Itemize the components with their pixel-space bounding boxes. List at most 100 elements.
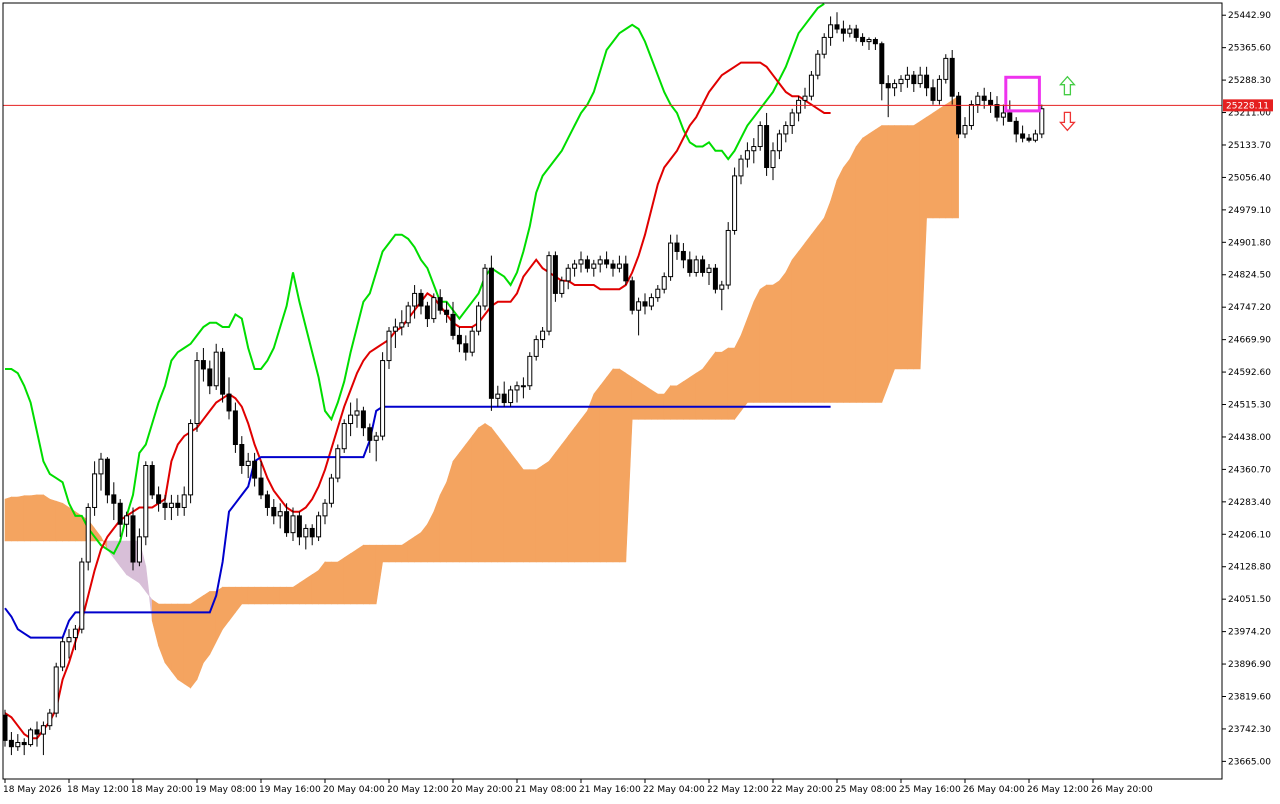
cloud-segment: [868, 129, 876, 403]
candle-body: [700, 259, 706, 273]
cloud-segment: [779, 271, 787, 403]
cloud-segment: [823, 200, 831, 403]
candle-body: [540, 330, 546, 341]
candle-body: [316, 515, 322, 538]
x-tick-label: 22 May 12:00: [707, 785, 769, 795]
cloud-segment: [913, 120, 921, 370]
candle-body: [348, 414, 354, 425]
cloud-segment: [164, 603, 172, 672]
cloud-segment: [465, 435, 473, 563]
candle-body: [879, 43, 885, 85]
cloud-segment: [606, 368, 614, 563]
cloud-segment: [151, 599, 159, 647]
candle-body: [751, 146, 757, 152]
candle-body: [808, 74, 814, 97]
candle-body: [335, 448, 341, 479]
candle-body: [309, 527, 315, 538]
candle-body: [949, 57, 955, 97]
candle-body: [789, 112, 795, 127]
candle-body: [341, 423, 347, 450]
candle-body: [79, 561, 85, 630]
candle-body: [1032, 133, 1038, 141]
candle-body: [303, 527, 309, 538]
candle-body: [8, 739, 14, 748]
current-price-label: 25228.11: [1226, 101, 1269, 111]
candle-body: [149, 464, 155, 496]
cloud-segment: [55, 500, 63, 542]
cloud-segment: [401, 540, 409, 563]
y-tick-label: 24901.80: [1228, 238, 1271, 248]
cloud-segment: [171, 603, 179, 681]
candle-body: [911, 74, 917, 85]
y-tick-label: 25211.00: [1228, 109, 1271, 119]
candle-body: [892, 83, 898, 89]
cloud-segment: [49, 498, 57, 542]
candle-body: [111, 494, 117, 504]
cloud-segment: [625, 372, 633, 563]
cloud-segment: [62, 502, 70, 542]
cloud-segment: [407, 536, 415, 563]
candle-body: [565, 267, 571, 282]
candle-body: [47, 712, 53, 727]
cloud-segment: [875, 124, 883, 403]
candle-body: [924, 74, 930, 89]
candle-body: [104, 458, 110, 496]
cloud-segment: [331, 561, 339, 605]
cloud-segment: [305, 574, 313, 605]
cloud-segment: [369, 544, 377, 605]
cloud-segment: [273, 586, 281, 605]
cloud-segment: [119, 540, 127, 576]
candle-body: [981, 95, 987, 101]
cloud-segment: [548, 452, 556, 563]
candle-body: [85, 506, 91, 563]
cloud-segment: [843, 158, 851, 403]
candle-body: [988, 99, 994, 106]
candle-body: [604, 259, 610, 265]
cloud-segment: [849, 146, 857, 403]
candle-body: [546, 255, 552, 332]
y-tick-label: 24128.80: [1228, 563, 1271, 573]
cloud-segment: [318, 561, 326, 605]
candle-body: [885, 83, 891, 89]
candle-body: [872, 39, 878, 45]
cloud-segment: [542, 460, 550, 563]
candle-body: [821, 36, 827, 55]
cloud-segment: [439, 482, 447, 563]
candle-body: [284, 511, 290, 534]
cloud-segment: [811, 225, 819, 403]
candle-body: [258, 477, 264, 496]
cloud-segment: [919, 116, 927, 370]
candle-body: [245, 460, 251, 466]
cloud-segment: [267, 586, 275, 605]
cloud-segment: [567, 426, 575, 563]
cloud-segment: [196, 595, 204, 680]
cloud-segment: [689, 372, 697, 420]
candle-body: [943, 57, 949, 80]
cloud-segment: [561, 435, 569, 563]
candle-body: [623, 263, 629, 282]
cloud-segment: [900, 125, 908, 370]
y-tick-label: 24592.60: [1228, 368, 1271, 378]
cloud-segment: [855, 137, 863, 403]
y-tick-label: 24283.40: [1228, 498, 1271, 508]
cloud-segment: [388, 544, 396, 563]
cloud-segment: [702, 359, 710, 420]
x-tick-label: 20 May 12:00: [387, 785, 449, 795]
candle-body: [1020, 133, 1026, 139]
candle-body: [181, 494, 187, 508]
candle-body: [232, 410, 238, 446]
cloud-segment: [638, 381, 646, 420]
annotations: [3, 75, 1222, 132]
candle-body: [66, 637, 72, 643]
candle-body: [200, 360, 206, 370]
candle-body: [514, 385, 520, 391]
cloud-segment: [791, 250, 799, 403]
candle-body: [424, 305, 430, 320]
candle-body: [405, 305, 411, 324]
cloud-segment: [241, 586, 249, 605]
cloud-segment: [932, 108, 940, 219]
x-tick-label: 25 May 16:00: [899, 785, 961, 795]
y-tick-label: 24515.30: [1228, 401, 1271, 411]
cloud-segment: [203, 590, 211, 664]
cloud-segment: [663, 384, 671, 420]
